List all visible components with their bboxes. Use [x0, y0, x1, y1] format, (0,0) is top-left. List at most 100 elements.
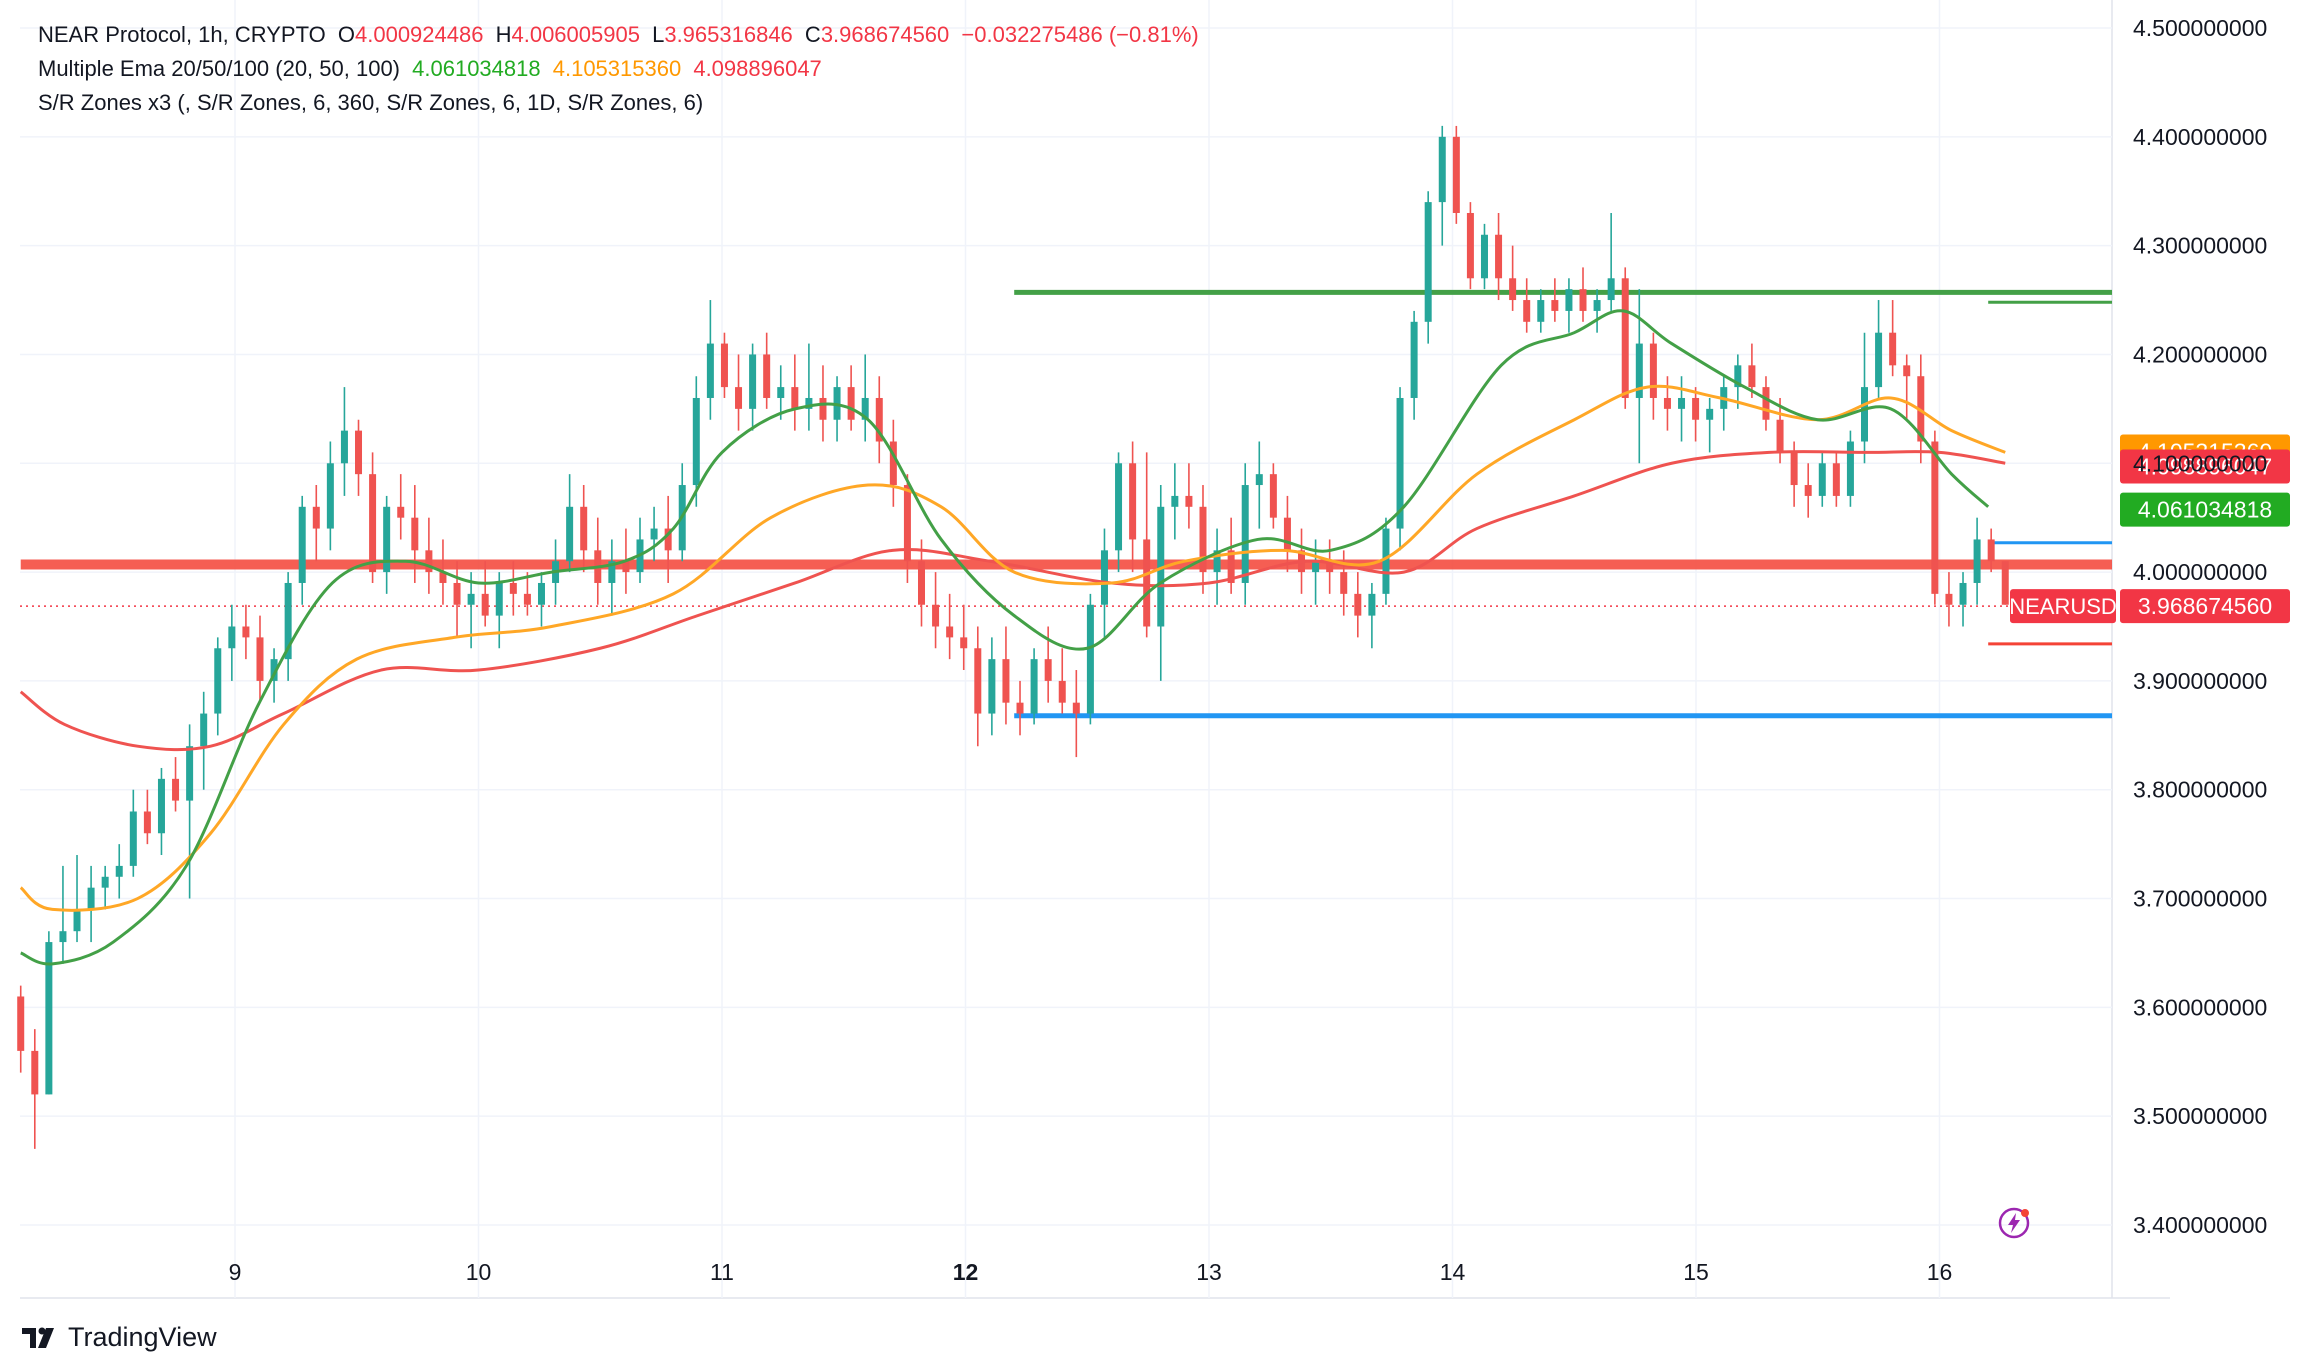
- open-label: O: [337, 22, 355, 47]
- candle-body: [1480, 234, 1488, 279]
- candle-body: [988, 659, 996, 714]
- candle-body: [1860, 387, 1868, 442]
- close-value: 3.968674560: [820, 22, 950, 47]
- time-axis[interactable]: 9 10 11 12 13 14 15 16: [229, 1259, 1953, 1285]
- candle-body: [805, 397, 813, 409]
- candle-body: [1199, 506, 1207, 573]
- candle-body: [749, 354, 757, 409]
- y-tick-label: 3.600000000: [2133, 994, 2267, 1020]
- candle-body: [1452, 136, 1460, 213]
- candle-body: [1227, 550, 1235, 583]
- candle-body: [706, 343, 714, 398]
- sr-legend[interactable]: S/R Zones x3 (, S/R Zones, 6, 360, S/R Z…: [38, 86, 1205, 120]
- candle-body: [101, 876, 109, 888]
- candle-body: [777, 387, 785, 398]
- chart-grid: [20, 0, 2170, 1299]
- candle-body: [1551, 300, 1559, 311]
- candle-body: [1635, 343, 1643, 398]
- candle-body: [2001, 561, 2009, 605]
- candle-body: [1072, 702, 1080, 714]
- x-tick-label: 13: [1196, 1259, 1222, 1285]
- candle-body: [1283, 517, 1291, 551]
- low-value: 3.965316846: [664, 22, 793, 47]
- y-tick-label: 4.100000000: [2133, 450, 2267, 476]
- candle-body: [608, 561, 616, 583]
- candle-body: [1804, 485, 1812, 496]
- candle-body: [1185, 495, 1193, 507]
- y-tick-label: 3.500000000: [2133, 1103, 2267, 1129]
- candle-body: [1354, 593, 1362, 616]
- y-tick-label: 4.500000000: [2133, 15, 2267, 41]
- candle-body: [1959, 582, 1967, 605]
- candle-body: [1762, 387, 1770, 420]
- candle-body: [228, 626, 236, 649]
- candle-body: [312, 506, 320, 529]
- candle-body: [1537, 300, 1545, 322]
- candle-body: [326, 463, 334, 529]
- candle-body: [397, 506, 405, 518]
- candle-body: [242, 626, 250, 638]
- tradingview-logo[interactable]: TradingView: [22, 1322, 217, 1353]
- brand-name: TradingView: [68, 1322, 217, 1352]
- candle-body: [1241, 485, 1249, 583]
- candle-body: [1255, 474, 1263, 486]
- candle-body: [1621, 278, 1629, 398]
- candle-body: [1495, 234, 1503, 279]
- candle-body: [45, 942, 53, 1095]
- candle-body: [791, 387, 799, 409]
- change-value: −0.032275486 (−0.81%): [961, 22, 1199, 47]
- price-label-bg: [2120, 589, 2290, 624]
- candle-body: [157, 778, 165, 834]
- tradingview-logo-icon: [22, 1327, 54, 1348]
- candle-body: [1438, 136, 1446, 203]
- ema50-value: 4.105315360: [552, 56, 682, 81]
- candle-body: [932, 604, 940, 627]
- candle-body: [467, 593, 475, 605]
- candle-body: [17, 996, 25, 1051]
- candle-body: [1987, 539, 1995, 562]
- ema20-line: [20, 309, 1990, 966]
- candle-body: [1466, 212, 1474, 279]
- candle-body: [172, 778, 180, 801]
- price-label-text: 3.968674560: [2138, 593, 2272, 619]
- candle-body: [340, 430, 348, 464]
- price-axis[interactable]: 4.500000000 4.400000000 4.300000000 4.20000…: [2133, 15, 2267, 1238]
- high-label: H: [495, 22, 512, 47]
- y-tick-label: 3.900000000: [2133, 668, 2267, 694]
- y-tick-label: 4.200000000: [2133, 341, 2267, 367]
- ticker-label-bg: [2010, 589, 2116, 624]
- ema-lines: [19, 309, 2006, 966]
- candle-body: [1509, 278, 1517, 301]
- sr-indicator-name: S/R Zones x3 (, S/R Zones, 6, 360, S/R Z…: [38, 90, 704, 115]
- candle-body: [523, 593, 531, 605]
- candle-body: [735, 387, 743, 409]
- lightning-icon[interactable]: [1997, 1206, 2031, 1240]
- candle-body: [1213, 550, 1221, 573]
- candle-body: [763, 354, 771, 398]
- candle-body: [1649, 343, 1657, 398]
- candle-body: [495, 582, 503, 616]
- x-tick-label: 15: [1683, 1259, 1709, 1285]
- candle-body: [1100, 550, 1108, 605]
- chart-legend: NEAR Protocol, 1h, CRYPTO O4.000924486 H…: [38, 18, 1205, 120]
- candle-body: [1044, 659, 1052, 681]
- x-tick-label: 16: [1927, 1259, 1953, 1285]
- x-tick-label: 10: [466, 1259, 492, 1285]
- candle-body: [369, 474, 377, 573]
- candle-body: [59, 931, 67, 943]
- candle-body: [355, 430, 363, 475]
- ema-legend[interactable]: Multiple Ema 20/50/100 (20, 50, 100) 4.0…: [38, 52, 1205, 86]
- candle-body: [1663, 397, 1671, 409]
- ema-indicator-name: Multiple Ema 20/50/100 (20, 50, 100): [38, 56, 401, 81]
- candle-body: [1269, 474, 1277, 518]
- candle-body: [1016, 702, 1024, 714]
- x-tick-label: 11: [710, 1259, 734, 1285]
- candle-body: [1579, 289, 1587, 311]
- candle-body: [1678, 397, 1686, 409]
- candle-body: [298, 506, 306, 583]
- symbol-legend[interactable]: NEAR Protocol, 1h, CRYPTO O4.000924486 H…: [38, 18, 1205, 52]
- x-tick-label: 12: [953, 1259, 979, 1285]
- candle-body: [1396, 397, 1404, 529]
- candle-body: [650, 528, 658, 540]
